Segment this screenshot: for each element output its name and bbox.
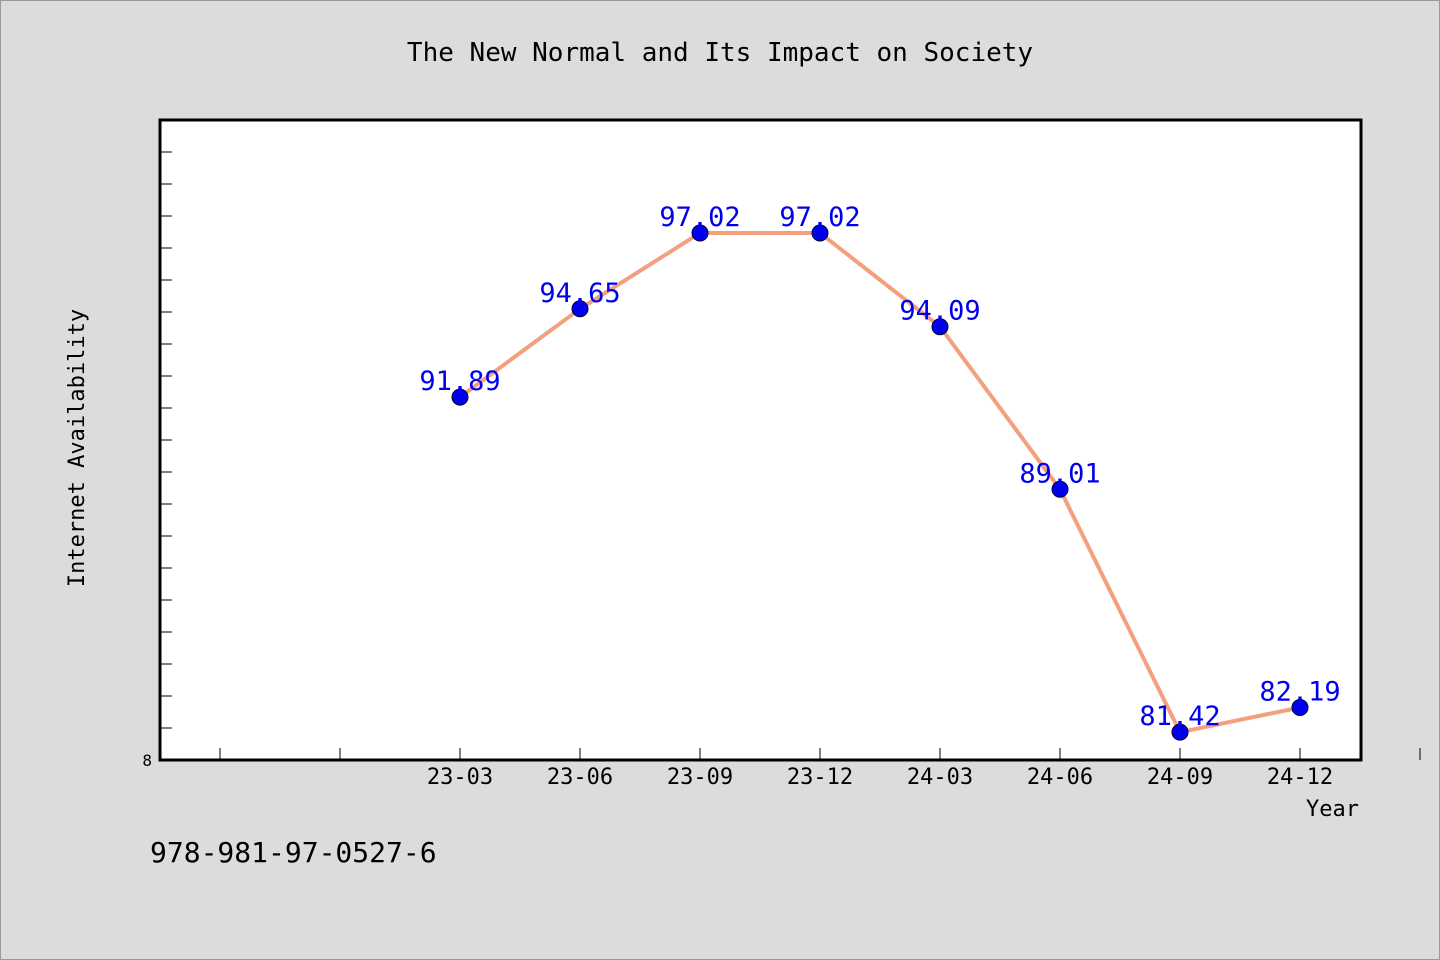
chart-title: The New Normal and Its Impact on Society	[407, 38, 1033, 68]
x-tick-label: 23-09	[667, 765, 733, 790]
series-markers	[451, 224, 1309, 741]
isbn-footnote: 978-981-97-0527-6	[150, 836, 437, 869]
data-point	[931, 318, 949, 336]
data-point	[811, 224, 829, 242]
x-tick-label: 24-06	[1027, 765, 1093, 790]
data-point	[1051, 480, 1069, 498]
data-label: 94.09	[899, 296, 980, 327]
x-axis-title: Year	[1306, 797, 1359, 822]
x-axis-tick-labels: 23-03 23-06 23-09 23-12 24-03 24-06 24-09 24-12	[427, 765, 1333, 790]
data-label: 94.65	[539, 278, 620, 309]
data-label: 91.89	[419, 366, 500, 397]
x-tick-label: 24-03	[907, 765, 973, 790]
data-point	[691, 224, 709, 242]
x-axis-ticks	[219, 748, 1421, 760]
data-label: 82.19	[1259, 677, 1340, 708]
data-label: 89.01	[1019, 458, 1100, 489]
data-point	[1291, 699, 1309, 717]
y-tick-label: 8	[142, 751, 152, 770]
x-tick-label: 24-12	[1267, 765, 1333, 790]
x-tick-label: 24-09	[1147, 765, 1213, 790]
y-axis-ticks	[160, 151, 172, 729]
data-label: 97.02	[779, 202, 860, 233]
data-label: 81.42	[1139, 701, 1220, 732]
data-point	[1171, 723, 1189, 741]
x-tick-label: 23-12	[787, 765, 853, 790]
data-point	[451, 388, 469, 406]
data-point	[571, 300, 589, 318]
series-line	[458, 230, 1301, 735]
x-tick-label: 23-06	[547, 765, 613, 790]
plot-area	[158, 118, 1363, 762]
x-tick-label: 23-03	[427, 765, 493, 790]
y-axis-title: Internet Availability	[65, 309, 90, 587]
data-labels: 91.89 94.65 97.02 97.02 94.09 89.01 81.42 82.19	[419, 202, 1340, 732]
data-label: 97.02	[659, 202, 740, 233]
